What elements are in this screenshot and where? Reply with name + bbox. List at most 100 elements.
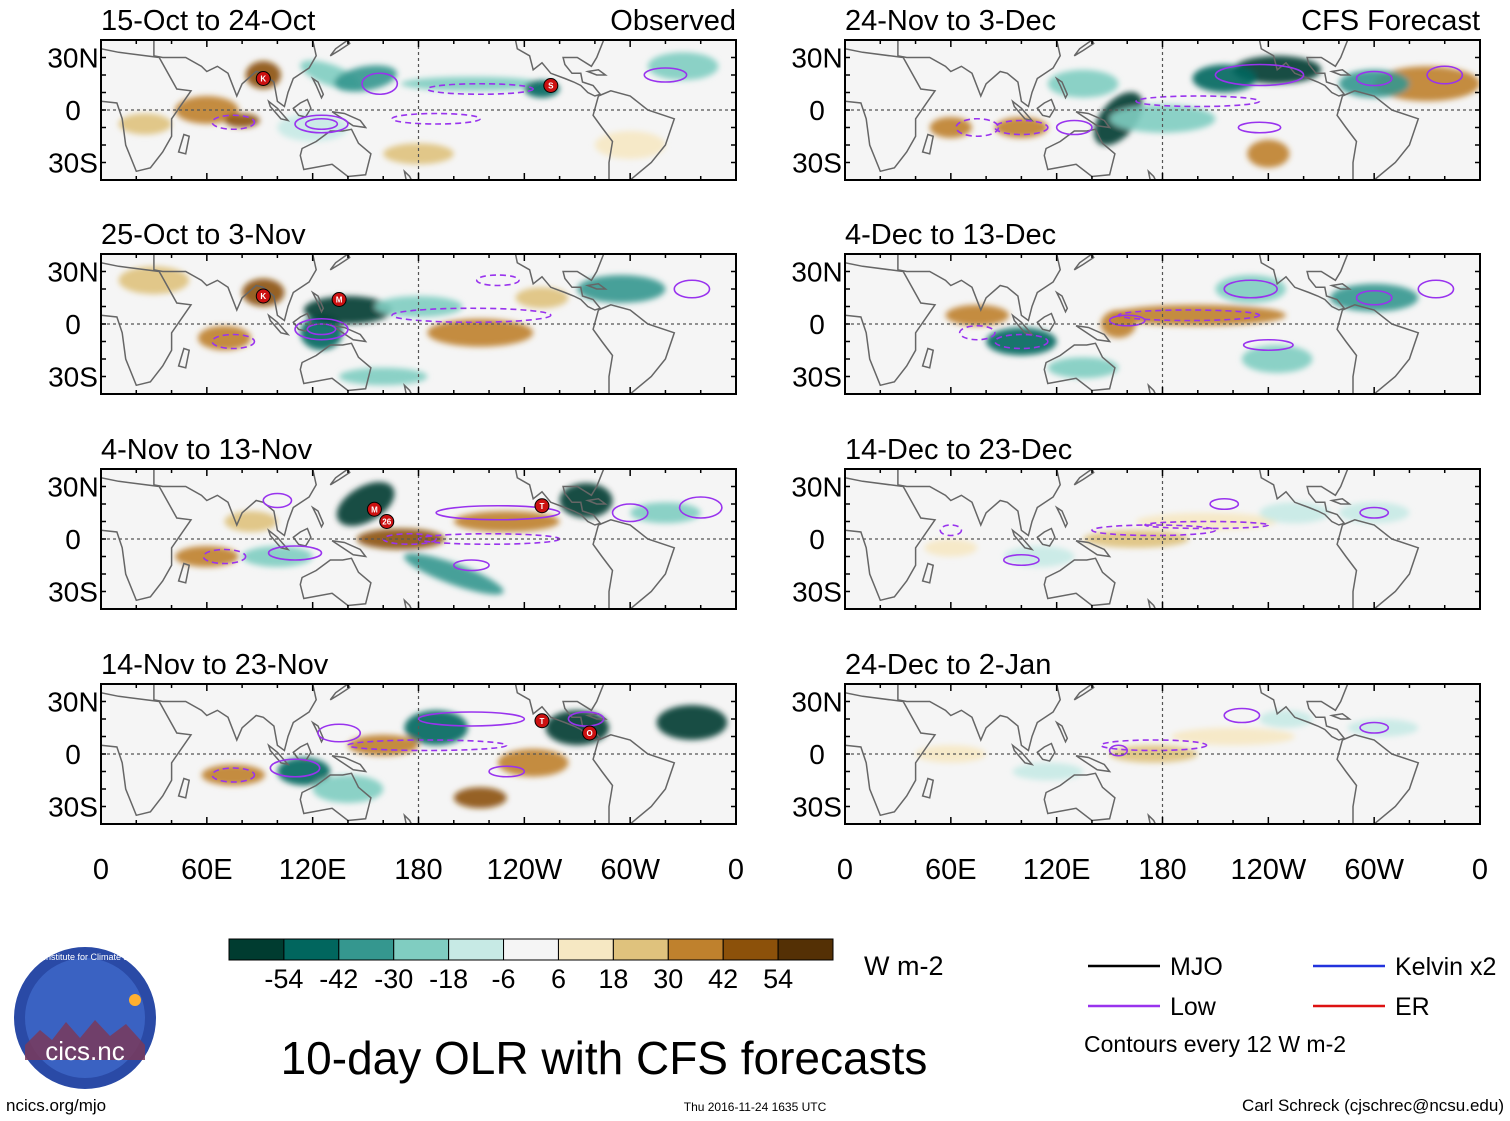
low-contour — [304, 117, 339, 131]
longitude-label: 120E — [1023, 854, 1091, 886]
storm-marker: T — [534, 498, 550, 514]
coastline — [1336, 734, 1420, 824]
low-contour — [1359, 721, 1390, 734]
panel-period-title: 14-Nov to 23-Nov — [101, 649, 329, 681]
longitude-label: 120W — [1230, 854, 1306, 886]
low-contour — [306, 323, 337, 336]
footer-timestamp: Thu 2016-11-24 1635 UTC — [684, 1100, 827, 1114]
coastline — [584, 713, 608, 720]
colorbar-swatch — [393, 938, 450, 961]
latitude-label: 30N — [47, 687, 98, 718]
coastline — [403, 813, 413, 824]
olr-anomaly — [577, 275, 666, 303]
storm-letter: K — [260, 75, 266, 84]
coastline — [310, 720, 325, 744]
coastline — [1147, 813, 1157, 824]
olr-anomaly — [1347, 719, 1419, 737]
coastline — [584, 498, 608, 505]
olr-anomaly — [1171, 727, 1295, 746]
panel-period-title: 25-Oct to 3-Nov — [101, 219, 306, 251]
coastline — [292, 98, 312, 118]
coastline — [592, 90, 676, 180]
olr-map-panel: 30N 0 30S 24-Nov to 3-Dec CFS Forecast — [791, 5, 1481, 181]
low-contour — [643, 67, 688, 83]
olr-anomaly — [383, 143, 454, 165]
low-contour — [294, 114, 349, 134]
low-contour — [678, 496, 723, 519]
low-contour — [1417, 279, 1455, 299]
coastline — [1258, 40, 1349, 97]
olr-anomaly — [1330, 283, 1419, 312]
longitude-axis-forecast: 0 60E 120E 180 120W 60W 0 — [837, 854, 1488, 886]
low-contour — [1099, 739, 1208, 752]
olr-anomaly — [453, 511, 560, 532]
olr-anomaly — [1192, 64, 1256, 93]
latitude-label: 0 — [809, 95, 825, 126]
coastline — [177, 562, 191, 584]
colorbar-swatch — [612, 938, 669, 961]
olr-anomaly — [277, 113, 348, 142]
coastline — [329, 684, 351, 701]
colorbar-swatch — [283, 938, 340, 961]
legend-label: MJO — [1170, 953, 1223, 981]
olr-anomaly — [312, 775, 384, 803]
low-contour — [347, 739, 508, 752]
low-contour — [1144, 520, 1270, 530]
olr-anomaly — [647, 52, 719, 81]
coastline — [1073, 40, 1095, 57]
storm-marker: T — [534, 713, 550, 729]
coastline — [592, 519, 676, 609]
coastline — [299, 557, 372, 607]
low-contour — [1108, 314, 1146, 327]
coastline — [1258, 469, 1349, 526]
coastline — [897, 469, 1061, 537]
coastline — [1073, 254, 1095, 271]
footer-website: ncics.org/mjo — [6, 1096, 106, 1115]
coastline — [329, 469, 351, 486]
latitude-label: 30N — [791, 687, 842, 718]
olr-map-panel: M 26 T 30N 0 30S 4-Nov to 13-Nov — [47, 434, 737, 610]
low-contour — [1055, 119, 1093, 136]
low-contour — [417, 711, 526, 727]
coastline — [1336, 519, 1420, 609]
olr-anomaly — [924, 539, 978, 557]
coastline — [1258, 684, 1349, 741]
olr-anomaly — [986, 327, 1057, 356]
colorbar: -54 -42 -30 -18 -6 6 18 30 42 54 W m-2 — [228, 938, 943, 994]
coastline — [1147, 169, 1157, 180]
olr-anomaly — [224, 113, 260, 128]
olr-anomaly — [1259, 502, 1331, 524]
longitude-label: 180 — [1138, 854, 1186, 886]
coastline — [1075, 755, 1112, 773]
olr-anomaly — [303, 296, 393, 324]
coastline — [1043, 557, 1116, 607]
longitude-label: 60W — [600, 854, 660, 886]
coastline — [1054, 720, 1069, 744]
low-contour — [1426, 65, 1464, 85]
coastline — [292, 312, 312, 332]
storm-letter: M — [336, 296, 343, 305]
low-contour — [267, 545, 323, 561]
olr-anomaly — [339, 367, 428, 386]
coastline — [1011, 99, 1035, 122]
colorbar-label: 18 — [598, 964, 628, 994]
coastline — [177, 133, 191, 155]
coastline — [1075, 111, 1112, 129]
colorbar-label: 54 — [763, 964, 793, 994]
coastline — [153, 40, 317, 108]
coastline — [310, 290, 325, 314]
low-contour — [1355, 289, 1393, 306]
storm-marker: K — [255, 288, 271, 304]
coastline — [845, 48, 937, 173]
latitude-label: 30S — [792, 148, 842, 179]
coastline — [921, 777, 935, 799]
low-contour — [1237, 121, 1282, 134]
longitude-label: 0 — [1472, 854, 1488, 886]
olr-anomaly — [945, 304, 1010, 326]
olr-anomaly — [427, 318, 534, 347]
latitude-label: 30N — [791, 43, 842, 74]
longitude-label: 0 — [837, 854, 853, 886]
latitude-label: 0 — [809, 524, 825, 555]
olr-anomaly — [300, 315, 343, 351]
coastline — [514, 469, 605, 526]
